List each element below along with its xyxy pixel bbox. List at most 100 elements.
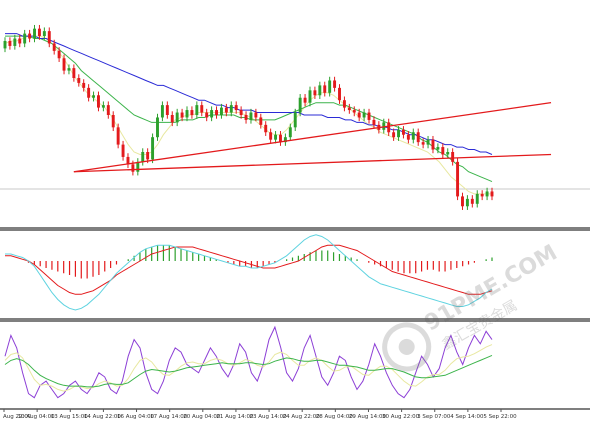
candle xyxy=(28,33,32,39)
candle xyxy=(372,119,376,125)
candle xyxy=(97,95,100,108)
candle xyxy=(210,110,214,118)
candle xyxy=(254,112,258,118)
candle xyxy=(57,50,61,59)
candle xyxy=(215,110,218,115)
candle xyxy=(47,31,51,44)
candle xyxy=(160,105,164,118)
price-panel xyxy=(0,24,590,210)
candle xyxy=(200,105,204,113)
candle xyxy=(293,112,297,128)
candle xyxy=(82,82,86,88)
candle xyxy=(77,78,81,83)
candle xyxy=(318,85,322,96)
oscillator-line-1 xyxy=(4,344,493,392)
time-tick-label: 21 Aug 14:00 xyxy=(216,414,254,420)
candle xyxy=(244,115,248,120)
candle xyxy=(180,112,184,118)
candle xyxy=(362,112,366,118)
candle xyxy=(436,147,440,150)
candle xyxy=(121,144,125,157)
candle xyxy=(3,41,7,49)
macd-line-0 xyxy=(5,244,493,295)
time-tick-label: Aug 22:00 xyxy=(3,414,32,420)
candle xyxy=(229,105,233,113)
candle xyxy=(92,95,96,98)
candle xyxy=(323,85,327,93)
macd-panel xyxy=(5,234,493,311)
moving-average-1 xyxy=(5,35,493,183)
time-tick-label: 23 Aug 14:00 xyxy=(250,414,288,420)
candle xyxy=(475,193,479,204)
candle xyxy=(146,152,150,160)
candle xyxy=(308,90,312,103)
candle xyxy=(406,134,410,140)
time-tick-label: 5 Sep 22:00 xyxy=(483,414,517,420)
candle xyxy=(13,38,17,46)
candle xyxy=(431,139,435,150)
time-tick-label: 30 Aug 22:00 xyxy=(382,414,420,420)
oscillator-line-2 xyxy=(4,354,493,388)
candle xyxy=(485,191,489,197)
candle xyxy=(195,105,199,115)
time-tick-label: 10 Aug 04:00 xyxy=(18,414,56,420)
time-tick-label: 28 Aug 04:00 xyxy=(316,414,354,420)
candle xyxy=(23,33,27,44)
time-tick-label: 29 Aug 14:00 xyxy=(349,414,387,420)
candle xyxy=(328,80,332,93)
candle xyxy=(357,112,361,118)
candle xyxy=(106,105,110,115)
candle xyxy=(259,117,263,125)
candle xyxy=(141,152,145,162)
candle xyxy=(421,142,425,145)
candle xyxy=(392,132,396,138)
candle xyxy=(239,110,243,115)
candle xyxy=(116,127,120,145)
candle xyxy=(101,105,105,108)
candle xyxy=(397,129,400,138)
time-tick-label: 17 Aug 14:00 xyxy=(150,414,188,420)
candle xyxy=(313,90,317,96)
candle xyxy=(461,196,464,207)
candle xyxy=(249,112,253,120)
candle xyxy=(52,43,56,51)
candle xyxy=(156,117,159,138)
candle xyxy=(298,97,302,113)
candle xyxy=(382,122,386,130)
candle xyxy=(269,132,273,140)
candle xyxy=(224,107,228,113)
candle xyxy=(387,122,391,133)
trend-line-1 xyxy=(73,153,552,173)
candle xyxy=(352,110,356,113)
candle xyxy=(451,152,455,162)
candle xyxy=(126,156,130,165)
candle xyxy=(185,110,189,118)
candle xyxy=(37,28,41,37)
candle xyxy=(111,115,115,128)
candle xyxy=(456,161,460,197)
candle xyxy=(367,112,371,120)
candle xyxy=(165,105,169,115)
time-tick-label: 4 Sep 14:00 xyxy=(450,414,484,420)
candle xyxy=(67,68,71,71)
candle xyxy=(175,112,179,123)
candle xyxy=(279,134,282,143)
candle xyxy=(401,129,405,135)
moving-average-2 xyxy=(5,33,493,155)
time-tick-label: 14 Aug 22:00 xyxy=(84,414,122,420)
candle xyxy=(42,31,46,37)
candle xyxy=(441,147,445,155)
time-tick-label: 13 Aug 15:00 xyxy=(51,414,89,420)
candle xyxy=(170,115,174,123)
candle xyxy=(234,105,238,111)
candle xyxy=(205,112,209,118)
candle xyxy=(490,191,494,197)
candle xyxy=(465,198,469,207)
candle xyxy=(333,80,337,88)
time-tick-label: 20 Aug 04:00 xyxy=(183,414,221,420)
candle xyxy=(303,97,307,103)
candle xyxy=(342,100,346,108)
